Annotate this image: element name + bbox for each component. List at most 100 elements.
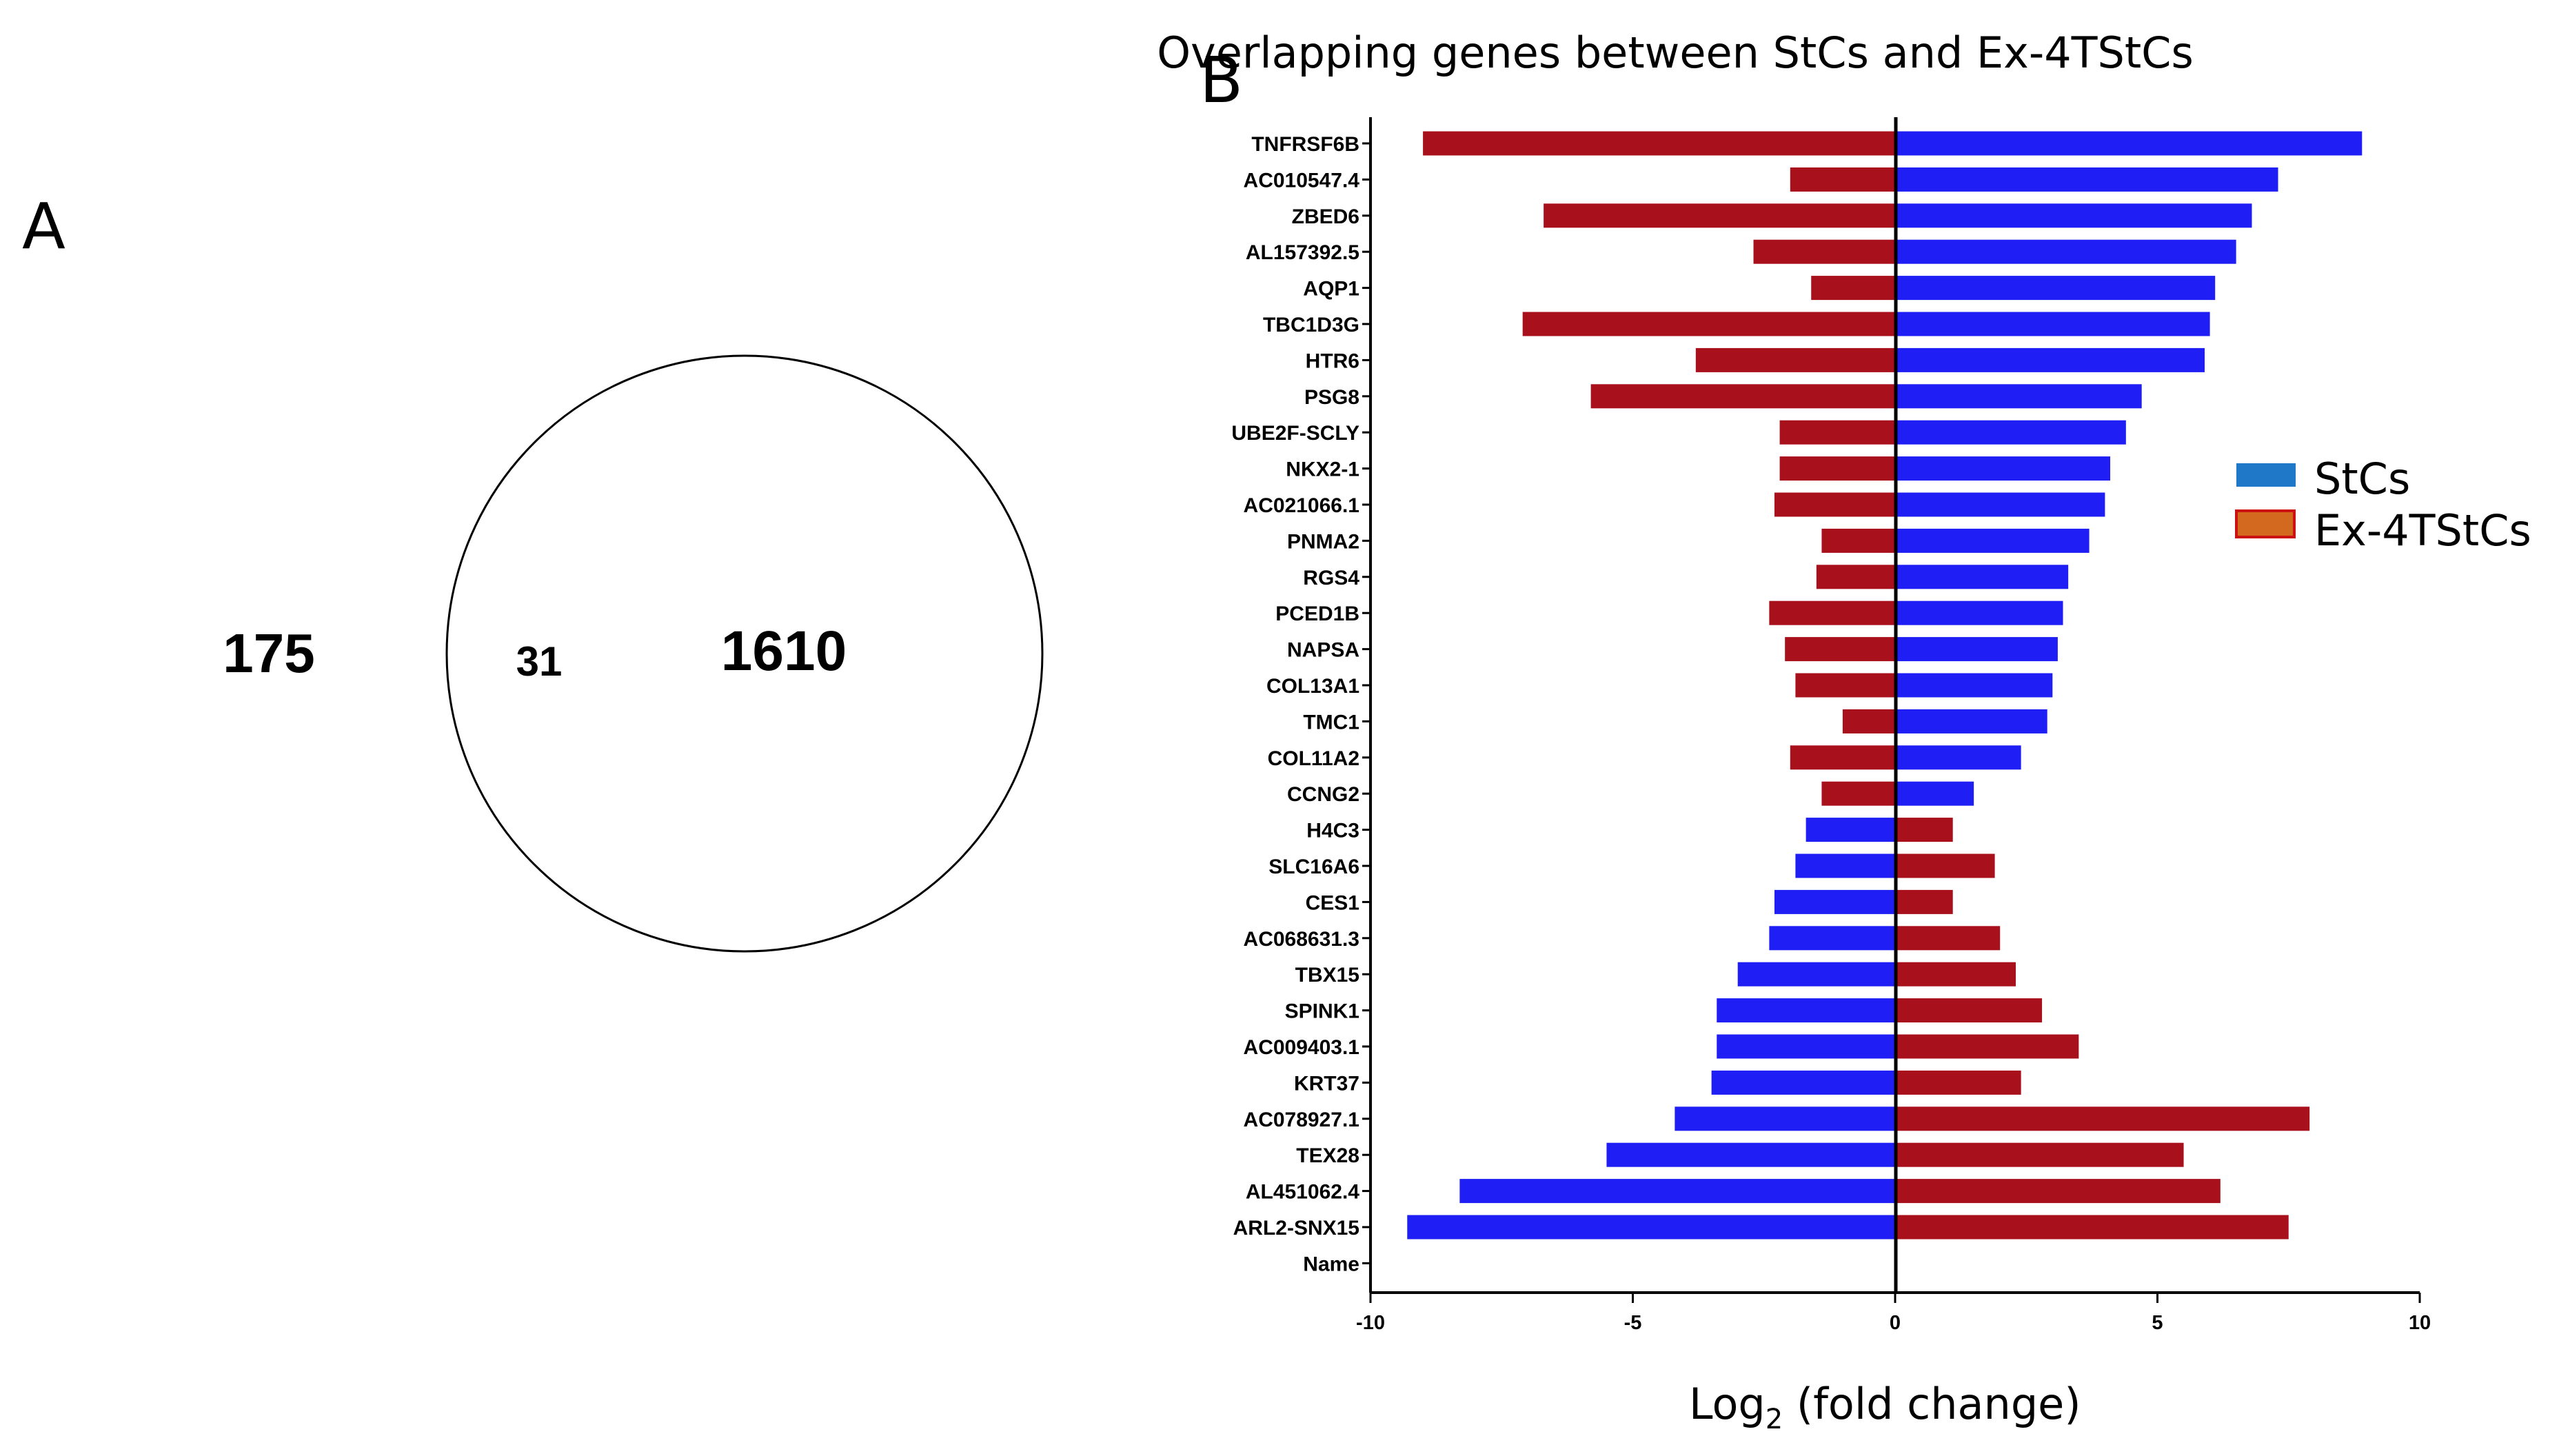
- bar-stcs-pnma2: [1895, 528, 2090, 553]
- bar-stcs-ces1: [1774, 889, 1895, 914]
- bar-ex4tstcs-h4c3: [1895, 818, 1953, 842]
- bar-ex4tstcs-ac078927-1: [1895, 1106, 2310, 1131]
- x-axis-label-rest: (fold change): [1783, 1379, 2081, 1429]
- gene-label: AL157392.5: [1246, 241, 1359, 264]
- bar-ex4tstcs-col13a1: [1795, 673, 1895, 698]
- x-axis-label-subscript: 2: [1766, 1404, 1783, 1435]
- bar-ex4tstcs-ac010547-4: [1790, 167, 1895, 192]
- bar-stcs-tnfrsf6b: [1895, 131, 2363, 156]
- x-axis-ticks: -10 -5 0 5 10: [1356, 1293, 2431, 1334]
- gene-label: COL11A2: [1268, 747, 1359, 770]
- x-axis-label: Log2 (fold change): [1689, 1379, 2081, 1435]
- bar-ex4tstcs-tbx15: [1895, 962, 2016, 987]
- gene-label: SPINK1: [1285, 1000, 1359, 1023]
- gene-label: KRT37: [1294, 1072, 1359, 1095]
- bar-stcs-h4c3: [1806, 818, 1895, 842]
- gene-label: ZBED6: [1292, 205, 1359, 228]
- gene-label: SLC16A6: [1268, 856, 1359, 878]
- gene-label: COL13A1: [1266, 675, 1359, 698]
- gene-label: TBX15: [1295, 964, 1359, 987]
- bar-stcs-nkx2-1: [1895, 456, 2111, 481]
- gene-label: AQP1: [1303, 278, 1359, 301]
- bar-ex4tstcs-al451062-4: [1895, 1179, 2221, 1204]
- x-tick-label: -10: [1356, 1312, 1385, 1334]
- bar-stcs-ube2f-scly: [1895, 420, 2126, 445]
- venn-overlap-count: 31: [516, 638, 563, 685]
- bar-ex4tstcs-al157392-5: [1753, 239, 1895, 264]
- bar-stcs-htr6: [1895, 347, 2205, 372]
- gene-label: TNFRSF6B: [1251, 133, 1359, 156]
- gene-label: AC078927.1: [1244, 1109, 1359, 1131]
- gene-label: CCNG2: [1287, 783, 1359, 806]
- bar-stcs-slc16a6: [1795, 853, 1895, 878]
- gene-label: TMC1: [1303, 711, 1359, 734]
- bar-ex4tstcs-tmc1: [1842, 709, 1895, 734]
- gene-label: TBC1D3G: [1263, 314, 1359, 336]
- bar-ex4tstcs-krt37: [1895, 1070, 2021, 1095]
- bar-ex4tstcs-pnma2: [1821, 528, 1895, 553]
- x-axis-label-main: Log: [1689, 1379, 1766, 1429]
- bar-stcs-psg8: [1895, 384, 2142, 409]
- bar-stcs-tex28: [1606, 1142, 1895, 1167]
- x-tick-label: 5: [2152, 1312, 2163, 1334]
- bar-ex4tstcs-zbed6: [1544, 203, 1895, 228]
- gene-label: NKX2-1: [1286, 458, 1359, 481]
- x-tick-label: -5: [1624, 1312, 1642, 1334]
- bar-stcs-arl2-snx15: [1407, 1215, 1895, 1240]
- bar-ex4tstcs-ac068631-3: [1895, 926, 2001, 951]
- gene-label: ARL2-SNX15: [1233, 1217, 1359, 1240]
- bar-stcs-ac068631-3: [1769, 926, 1895, 951]
- bar-stcs-ac009403-1: [1717, 1034, 1895, 1059]
- panel-a-letter: A: [22, 190, 65, 263]
- bar-ex4tstcs-ces1: [1895, 889, 1953, 914]
- bar-ex4tstcs-nkx2-1: [1779, 456, 1895, 481]
- series-stcs-bars: [1407, 131, 2363, 1240]
- bar-ex4tstcs-slc16a6: [1895, 853, 1995, 878]
- bar-stcs-krt37: [1711, 1070, 1895, 1095]
- bar-ex4tstcs-psg8: [1590, 384, 1895, 409]
- bar-ex4tstcs-arl2-snx15: [1895, 1215, 2289, 1240]
- gene-label: AC068631.3: [1244, 928, 1359, 951]
- bar-ex4tstcs-pced1b: [1769, 600, 1895, 625]
- gene-label: RGS4: [1303, 567, 1359, 589]
- panel-b-letter: B: [1200, 43, 1243, 117]
- gene-label: AC021066.1: [1244, 494, 1359, 517]
- legend-swatch-stcs: [2236, 463, 2296, 487]
- bar-ex4tstcs-rgs4: [1816, 565, 1895, 589]
- legend: StCs Ex-4TStCs: [2235, 454, 2531, 556]
- gene-label: AC010547.4: [1244, 169, 1360, 192]
- gene-label: UBE2F-SCLY: [1231, 422, 1359, 445]
- gene-label: HTR6: [1306, 350, 1359, 372]
- bar-stcs-ac010547-4: [1895, 167, 2278, 192]
- bar-stcs-tbc1d3g: [1895, 312, 2210, 336]
- gene-label: Name: [1303, 1253, 1359, 1275]
- gene-labels: TNFRSF6B AC010547.4 ZBED6 AL157392.5 AQP1 TBC…: [1231, 133, 1359, 1275]
- bar-stcs-tbx15: [1737, 962, 1895, 987]
- bar-ex4tstcs-ac009403-1: [1895, 1034, 2079, 1059]
- gene-label: AC009403.1: [1244, 1036, 1359, 1059]
- bar-stcs-rgs4: [1895, 565, 2069, 589]
- venn-outside-count: 175: [223, 623, 314, 684]
- gene-label: NAPSA: [1287, 639, 1359, 662]
- bar-stcs-zbed6: [1895, 203, 2252, 228]
- bar-ex4tstcs-ac021066-1: [1774, 492, 1895, 517]
- bar-stcs-tmc1: [1895, 709, 2047, 734]
- gene-label: PCED1B: [1275, 603, 1359, 625]
- bar-stcs-aqp1: [1895, 276, 2216, 301]
- gene-label: CES1: [1306, 891, 1359, 914]
- gene-label: AL451062.4: [1246, 1181, 1359, 1204]
- bar-stcs-col11a2: [1895, 745, 2021, 770]
- venn-circle: [445, 354, 1044, 953]
- x-tick-label: 0: [1890, 1312, 1901, 1334]
- bar-ex4tstcs-napsa: [1785, 637, 1895, 662]
- bar-stcs-ac021066-1: [1895, 492, 2105, 517]
- bar-stcs-al157392-5: [1895, 239, 2236, 264]
- bar-ex4tstcs-spink1: [1895, 998, 2043, 1023]
- gene-label: PNMA2: [1287, 530, 1359, 553]
- bar-stcs-ac078927-1: [1675, 1106, 1895, 1131]
- bar-ex4tstcs-tnfrsf6b: [1423, 131, 1895, 156]
- panel-b: B Overlapping genes between StCs and Ex-…: [1157, 28, 2531, 1435]
- gene-label: TEX28: [1296, 1144, 1359, 1167]
- chart-title: Overlapping genes between StCs and Ex-4T…: [1157, 28, 2194, 78]
